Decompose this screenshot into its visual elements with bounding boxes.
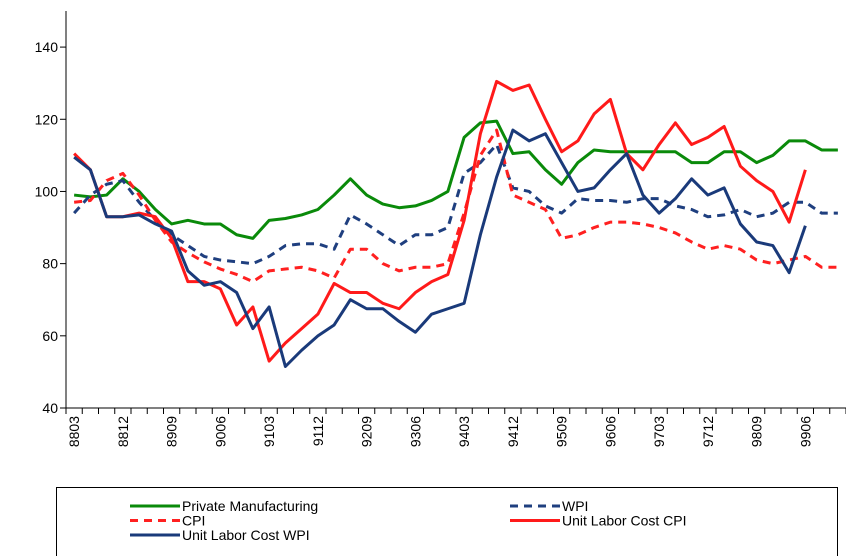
y-tick-label: 140 [35, 39, 59, 55]
x-tick-label: 9306 [407, 416, 423, 447]
series-line [73, 79, 807, 363]
x-tick-label: 9006 [212, 416, 228, 447]
x-tick-label: 8812 [115, 416, 131, 447]
x-tick-label: 9606 [602, 416, 618, 447]
legend-label: Unit Labor Cost CPI [562, 513, 687, 529]
series-line [73, 119, 838, 240]
legend-label: CPI [182, 513, 205, 529]
x-tick-label: 9112 [310, 416, 326, 446]
series-line [73, 128, 807, 368]
x-tick-label: 9509 [554, 416, 570, 447]
y-tick-label: 80 [42, 256, 58, 272]
x-tick-label: 9809 [749, 416, 765, 447]
legend-label: Unit Labor Cost WPI [182, 527, 310, 543]
legend-label: WPI [562, 498, 588, 514]
x-tick-label: 8909 [164, 416, 180, 447]
x-tick-label: 9103 [261, 416, 277, 447]
y-tick-label: 120 [35, 111, 59, 127]
x-tick-label: 9209 [359, 416, 375, 447]
series-line [73, 143, 838, 266]
x-tick-label: 9703 [651, 416, 667, 447]
legend-label: Private Manufacturing [182, 498, 318, 514]
y-tick-label: 40 [42, 400, 58, 416]
legend-box [56, 487, 838, 556]
x-tick-label: 9403 [456, 416, 472, 447]
y-tick-label: 60 [42, 328, 58, 344]
x-tick-label: 9906 [797, 416, 813, 447]
x-tick-label: 8803 [66, 416, 82, 447]
x-tick-label: 9412 [505, 416, 521, 447]
x-tick-label: 9712 [700, 416, 716, 447]
y-tick-label: 100 [35, 183, 59, 199]
